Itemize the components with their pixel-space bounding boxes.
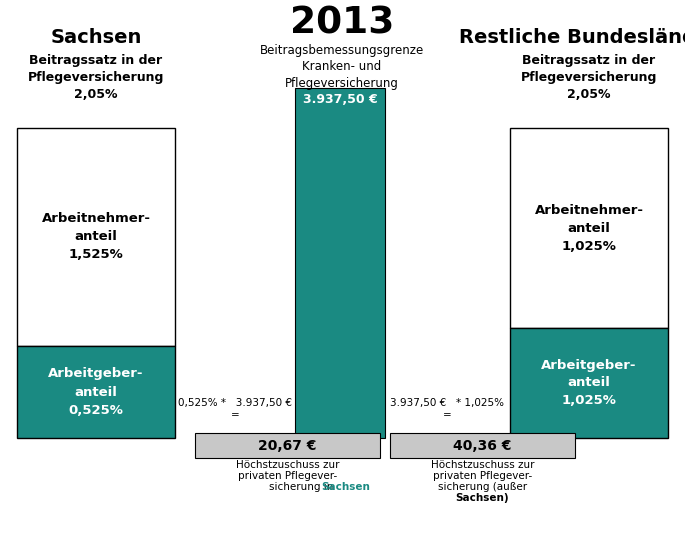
Text: Arbeitgeber-
anteil
0,525%: Arbeitgeber- anteil 0,525% <box>48 367 144 416</box>
Bar <box>17 346 175 438</box>
Text: 40,36 €: 40,36 € <box>453 438 512 452</box>
Text: Beitragssatz in der
Pflegeversicherung
2,05%: Beitragssatz in der Pflegeversicherung 2… <box>521 54 657 101</box>
Text: Beitragssatz in der
Pflegeversicherung
2,05%: Beitragssatz in der Pflegeversicherung 2… <box>28 54 164 101</box>
Text: Sachsen: Sachsen <box>321 482 371 492</box>
Text: privaten Pflegever-: privaten Pflegever- <box>433 471 532 481</box>
Bar <box>510 128 668 328</box>
Bar <box>510 328 668 438</box>
Text: Sachsen): Sachsen) <box>456 493 510 503</box>
Text: Arbeitnehmer-
anteil
1,525%: Arbeitnehmer- anteil 1,525% <box>42 213 151 261</box>
Text: Arbeitgeber-
anteil
1,025%: Arbeitgeber- anteil 1,025% <box>541 358 637 407</box>
Text: Höchstzuschuss zur: Höchstzuschuss zur <box>236 460 339 470</box>
Text: 20,67 €: 20,67 € <box>258 438 316 452</box>
Text: sicherung (außer: sicherung (außer <box>438 482 527 492</box>
Text: Beitragsbemessungsgrenze
Kranken- und
Pflegeversicherung: Beitragsbemessungsgrenze Kranken- und Pf… <box>260 44 424 90</box>
Text: =: = <box>231 410 239 420</box>
Text: Restliche Bundesländer: Restliche Bundesländer <box>459 28 685 47</box>
Text: sicherung in: sicherung in <box>269 482 337 492</box>
Text: 3.937,50 €   * 1,025%: 3.937,50 € * 1,025% <box>390 398 504 408</box>
Text: privaten Pflegever-: privaten Pflegever- <box>238 471 337 481</box>
Bar <box>295 88 385 438</box>
Text: Höchstzuschuss zur: Höchstzuschuss zur <box>431 460 534 470</box>
Text: =: = <box>443 410 451 420</box>
Bar <box>17 128 175 346</box>
Text: 0,525% *   3.937,50 €: 0,525% * 3.937,50 € <box>178 398 292 408</box>
Text: 2013: 2013 <box>290 5 394 41</box>
Text: Sachsen: Sachsen <box>50 28 142 47</box>
Bar <box>195 433 380 458</box>
Bar <box>390 433 575 458</box>
Text: 3.937,50 €: 3.937,50 € <box>303 93 377 106</box>
Text: Arbeitnehmer-
anteil
1,025%: Arbeitnehmer- anteil 1,025% <box>534 203 643 252</box>
